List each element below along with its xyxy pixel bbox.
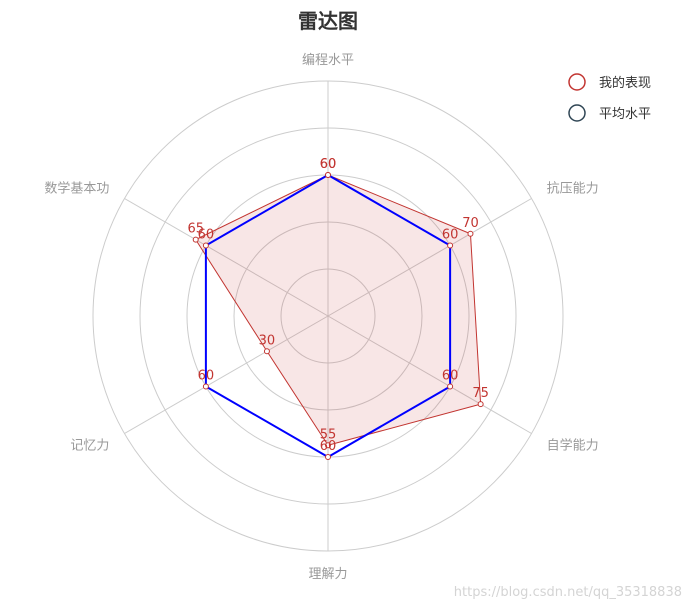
data-label: 70 — [462, 216, 479, 231]
indicator-label: 理解力 — [308, 567, 347, 582]
legend-marker-icon — [568, 73, 586, 91]
chart-title: 雷达图 — [298, 9, 358, 33]
data-label: 60 — [320, 439, 337, 454]
data-label: 60 — [320, 157, 337, 172]
data-point[interactable] — [325, 454, 331, 460]
data-label: 75 — [472, 386, 489, 401]
data-label: 60 — [198, 228, 215, 243]
data-point[interactable] — [325, 442, 331, 449]
data-label: 30 — [259, 333, 276, 348]
data-point[interactable] — [202, 242, 209, 249]
data-point[interactable] — [477, 401, 484, 408]
legend-label: 我的表现 — [599, 75, 651, 91]
legend-item-average[interactable]: 平均水平 — [568, 104, 651, 122]
data-label: 65 — [187, 222, 204, 237]
data-point[interactable] — [192, 236, 199, 243]
radar-axes — [124, 81, 532, 551]
data-point[interactable] — [447, 242, 454, 249]
data-point[interactable] — [447, 383, 454, 390]
data-point[interactable] — [467, 230, 474, 237]
data-point[interactable] — [325, 172, 331, 178]
indicator-label: 自学能力 — [547, 438, 599, 454]
data-label: 60 — [442, 369, 459, 384]
data-label: 60 — [442, 228, 459, 243]
axis-line — [124, 198, 329, 317]
data-point[interactable] — [263, 348, 270, 355]
legend: 我的表现 平均水平 — [568, 73, 651, 122]
legend-label: 平均水平 — [599, 107, 651, 122]
indicator-label: 记忆力 — [70, 438, 109, 454]
data-point[interactable] — [202, 383, 209, 390]
series-layer — [192, 172, 484, 460]
indicator-label: 编程水平 — [302, 53, 354, 68]
data-label: 60 — [198, 369, 215, 384]
axis-line — [124, 315, 329, 434]
watermark: https://blog.csdn.net/qq_35318838 — [454, 585, 682, 600]
legend-item-my-performance[interactable]: 我的表现 — [568, 73, 651, 91]
axis-line — [327, 315, 532, 434]
data-label: 60 — [320, 157, 337, 172]
data-label: 55 — [320, 427, 337, 442]
indicator-label: 抗压能力 — [547, 182, 599, 197]
indicator-label: 数学基本功 — [44, 181, 109, 197]
axis-line — [327, 198, 532, 317]
legend-marker-icon — [568, 104, 586, 122]
